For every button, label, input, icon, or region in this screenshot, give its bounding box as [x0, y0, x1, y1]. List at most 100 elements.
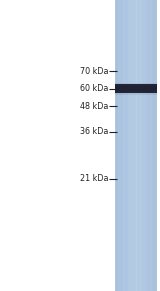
Bar [116, 0, 117, 291]
Bar [115, 83, 157, 95]
Bar [132, 0, 133, 291]
Bar [156, 0, 157, 291]
Bar [118, 0, 119, 291]
Bar [134, 0, 135, 291]
Bar [150, 0, 151, 291]
Bar [137, 0, 138, 291]
Bar [122, 0, 123, 291]
Bar [127, 0, 128, 291]
Bar [118, 0, 119, 291]
Bar [118, 0, 119, 291]
Bar [149, 0, 150, 291]
Bar [117, 0, 118, 291]
Bar [149, 0, 150, 291]
Bar [150, 0, 151, 291]
Bar [122, 0, 123, 291]
Bar [138, 0, 139, 291]
Bar [139, 0, 140, 291]
Bar [145, 0, 146, 291]
Bar [153, 0, 154, 291]
Bar [152, 0, 153, 291]
Bar [148, 0, 149, 291]
Bar [149, 0, 150, 291]
Bar [152, 0, 153, 291]
Bar [139, 0, 140, 291]
Bar [144, 0, 145, 291]
Bar [130, 0, 131, 291]
Bar [119, 0, 120, 291]
Bar [133, 0, 134, 291]
Bar [134, 0, 135, 291]
Bar [140, 0, 141, 291]
Bar [115, 0, 116, 291]
Bar [153, 0, 154, 291]
Bar [119, 0, 120, 291]
Bar [141, 0, 142, 291]
Bar [154, 0, 155, 291]
Bar [139, 0, 140, 291]
Bar [144, 0, 145, 291]
Bar [141, 0, 142, 291]
Bar [127, 0, 128, 291]
Bar [138, 0, 139, 291]
Bar [142, 0, 143, 291]
Bar [130, 0, 131, 291]
Bar [129, 0, 130, 291]
Bar [123, 0, 124, 291]
Bar [141, 0, 142, 291]
Bar [146, 0, 147, 291]
Bar [122, 0, 123, 291]
Bar [128, 0, 129, 291]
Bar [134, 0, 135, 291]
Bar [137, 0, 138, 291]
Bar [151, 0, 152, 291]
Bar [139, 0, 140, 291]
Bar [129, 0, 130, 291]
Bar [131, 0, 132, 291]
Bar [126, 0, 127, 291]
Text: 60 kDa: 60 kDa [80, 84, 109, 93]
Bar [142, 0, 143, 291]
Bar [128, 0, 129, 291]
Bar [137, 0, 138, 291]
Bar [149, 0, 150, 291]
Bar [144, 0, 145, 291]
Bar [118, 0, 119, 291]
Bar [117, 0, 118, 291]
Bar [124, 0, 125, 291]
Bar [136, 0, 137, 291]
Bar [150, 0, 151, 291]
Bar [145, 0, 146, 291]
Bar [135, 0, 136, 291]
Bar [156, 0, 157, 291]
Bar [153, 0, 154, 291]
Bar [143, 0, 144, 291]
Bar [126, 0, 127, 291]
Bar [145, 0, 146, 291]
Bar [153, 0, 154, 291]
Bar [133, 0, 134, 291]
Bar [129, 0, 130, 291]
Bar [141, 0, 142, 291]
Bar [124, 0, 125, 291]
Bar [148, 0, 149, 291]
Bar [132, 0, 133, 291]
Bar [140, 0, 141, 291]
Bar [146, 0, 147, 291]
Bar [147, 0, 148, 291]
Bar [121, 0, 122, 291]
Bar [130, 0, 131, 291]
Bar [142, 0, 143, 291]
Bar [155, 0, 156, 291]
Bar [128, 0, 129, 291]
Bar [123, 0, 124, 291]
Bar [148, 0, 149, 291]
Bar [151, 0, 152, 291]
Bar [156, 0, 157, 291]
Bar [115, 86, 157, 91]
Bar [125, 0, 126, 291]
Bar [125, 0, 126, 291]
Bar [138, 0, 139, 291]
Text: 48 kDa: 48 kDa [80, 102, 109, 111]
Bar [145, 0, 146, 291]
